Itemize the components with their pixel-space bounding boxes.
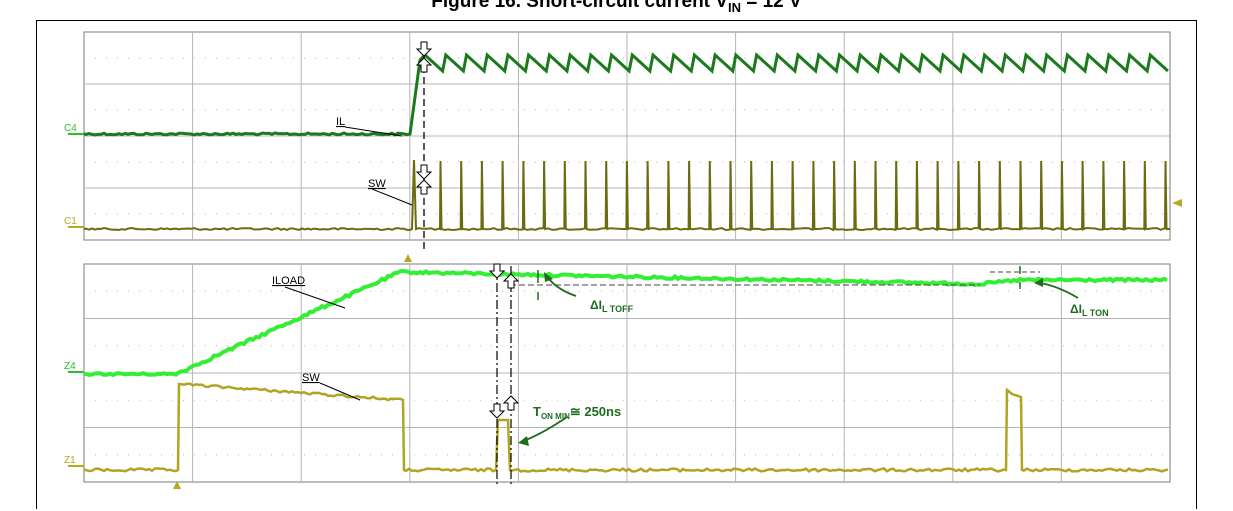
cursor-arrow-icon [502,395,520,411]
ton-min-sub: ON MIN [541,412,570,421]
cursor-arrow-icon [415,179,433,195]
cursor-arrow-icon [488,403,506,419]
channel-marker-label: C4 [64,123,77,134]
channel-markers: C4 C1 Z4 Z1 [64,123,1182,489]
caption-text: Figure 16. Short-circuit current V [431,0,728,12]
ton-sub: L TON [1082,308,1109,318]
channel-marker-label: Z4 [64,361,76,372]
figure-frame [36,20,1197,509]
caption-subscript: IN [727,0,741,15]
cursor-arrow-icon [415,164,433,180]
ton-min-suffix: ≅ 250ns [570,404,621,419]
bottom-panel-grid [84,264,1170,482]
svg-text:ΔIL TOFF: ΔIL TOFF [590,298,634,314]
toff-annotation: ΔIL TOFF [537,270,634,314]
svg-text:TON MIN≅ 250ns: TON MIN≅ 250ns [533,404,621,421]
il-trace [83,52,1169,137]
iload-label: ILOAD [272,275,305,287]
cursor-arrow-icon [502,273,520,289]
iload-trace [84,268,1168,378]
channel-marker-label: C1 [64,216,77,227]
il-label: IL [336,116,345,128]
sw-trace [83,159,1170,232]
ton-delta: ΔI [1070,302,1082,316]
trigger-marker-icon [404,254,412,262]
iload-annotation: ILOAD [272,275,346,309]
trigger-marker-icon [173,481,181,489]
caption-suffix: = 12 V [740,0,802,12]
il-annotation: IL [336,116,403,137]
cursor-arrow-icon [415,57,433,73]
sw-annotation-top: SW [368,178,413,206]
figure-caption: Figure 16. Short-circuit current VIN = 1… [0,0,1233,15]
ton-min-annotation: TON MIN≅ 250ns [518,404,621,446]
ton-min-prefix: T [533,404,541,419]
sw-label-bottom: SW [302,372,320,384]
trigger-marker-icon [1172,199,1182,207]
cursor-arrow-icon [488,263,506,279]
cursor-arrow-icon [415,41,433,57]
channel-marker-label: Z1 [64,455,76,466]
sw-zoom-trace [84,382,1169,473]
ton-annotation: ΔIL TON [1019,266,1109,318]
toff-sub: L TOFF [602,304,634,314]
sw-label-top: SW [368,178,386,190]
toff-delta: ΔI [590,298,602,312]
svg-text:ΔIL TON: ΔIL TON [1070,302,1109,318]
sw-annotation-bottom: SW [302,372,361,401]
cursor-arrows [415,41,520,419]
